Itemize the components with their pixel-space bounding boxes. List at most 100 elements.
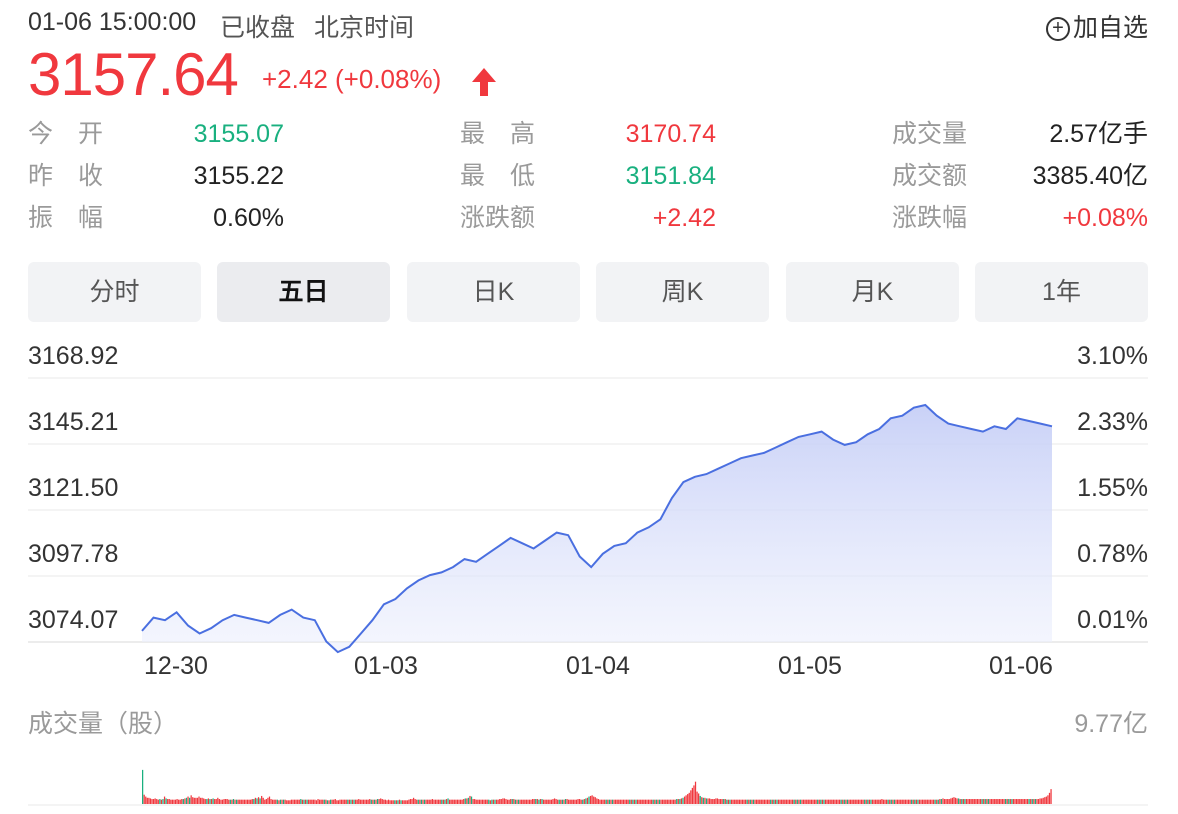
volume-bar <box>527 799 529 804</box>
volume-bar <box>870 799 872 804</box>
volume-bar <box>215 799 217 804</box>
stat-label: 最 高 <box>460 120 536 148</box>
volume-bar <box>405 800 407 804</box>
volume-bar <box>535 799 537 804</box>
volume-bar <box>903 799 905 804</box>
volume-bar <box>212 798 214 804</box>
volume-bar <box>860 799 863 804</box>
volume-bar <box>824 799 827 804</box>
volume-bar <box>278 800 280 804</box>
volume-bar <box>835 799 838 804</box>
volume-bar <box>555 799 557 804</box>
volume-bar <box>577 799 579 804</box>
volume-bar <box>361 799 363 804</box>
volume-bar <box>196 797 199 804</box>
volume-bar <box>954 797 957 804</box>
volume-bar <box>564 799 567 804</box>
volume-bar <box>998 799 1000 804</box>
volume-bar <box>530 799 532 804</box>
volume-bar <box>708 798 711 804</box>
volume-bar <box>738 799 740 804</box>
volume-bar <box>925 799 927 804</box>
y-tick-right: 1.55% <box>1077 474 1148 502</box>
volume-bar <box>1050 789 1052 804</box>
volume-bar <box>442 799 444 804</box>
volume-bar <box>757 799 759 804</box>
y-tick-left: 3074.07 <box>28 606 119 634</box>
volume-bar <box>181 799 183 804</box>
volume-bar <box>1008 799 1010 804</box>
volume-bar <box>1047 795 1049 804</box>
volume-bar <box>940 799 943 804</box>
volume-bar <box>1009 799 1011 804</box>
volume-bar <box>411 799 413 804</box>
volume-bar <box>380 798 382 804</box>
volume-bar <box>838 799 841 804</box>
volume-bar <box>522 799 524 804</box>
volume-bar <box>370 799 372 804</box>
volume-bar <box>755 799 758 804</box>
volume-bar <box>1037 799 1040 804</box>
volume-bar <box>621 799 623 804</box>
volume-bar <box>846 799 849 804</box>
stat-label: 昨 收 <box>28 162 104 190</box>
tab-4[interactable]: 周K <box>596 262 769 322</box>
timestamp: 01-06 15:00:00 <box>28 8 197 36</box>
volume-bar <box>904 799 907 804</box>
volume-bar <box>950 798 952 804</box>
volume-bar <box>810 799 813 804</box>
volume-bar <box>611 799 614 804</box>
x-tick-label: 01-03 <box>354 652 418 680</box>
volume-bar <box>270 799 272 804</box>
volume-bar <box>651 799 653 804</box>
volume-bar <box>763 799 766 804</box>
volume-bar <box>143 794 145 804</box>
volume-bar <box>1022 799 1024 804</box>
volume-bar <box>688 792 690 804</box>
volume-bar <box>820 799 822 804</box>
volume-bar <box>627 799 629 804</box>
volume-bar <box>204 799 206 804</box>
volume-bar <box>464 798 466 804</box>
volume-bar <box>867 799 869 804</box>
stat-label: 涨跌额 <box>460 204 536 232</box>
tab-2[interactable]: 五日 <box>217 262 390 322</box>
volume-bar <box>589 795 592 804</box>
stat-label: 成交额 <box>892 162 968 190</box>
volume-bar <box>915 799 917 804</box>
volume-bar <box>510 799 512 804</box>
volume-bar <box>546 799 548 804</box>
volume-bar <box>660 799 662 804</box>
volume-bar <box>154 798 156 804</box>
volume-bar <box>994 799 996 804</box>
volume-bar <box>552 799 554 804</box>
volume-bar <box>967 799 969 804</box>
volume-bar <box>773 799 775 804</box>
volume-bar <box>751 799 753 804</box>
volume-bar <box>229 799 231 804</box>
volume-bar <box>419 799 421 804</box>
volume-bar <box>402 800 404 804</box>
volume-bar <box>225 799 227 804</box>
volume-bar <box>826 799 828 804</box>
tab-1[interactable]: 分时 <box>28 262 201 322</box>
volume-bar <box>519 799 521 804</box>
volume-bar <box>309 799 311 804</box>
volume-bar <box>768 799 770 804</box>
volume-bar <box>1041 798 1043 804</box>
volume-bar <box>492 799 495 804</box>
tab-5[interactable]: 月K <box>786 262 959 322</box>
volume-bar <box>766 799 769 804</box>
add-to-watchlist-button[interactable]: + 加自选 <box>1045 8 1148 44</box>
volume-bar <box>1039 798 1041 804</box>
volume-bar <box>968 799 971 804</box>
tab-6[interactable]: 1年 <box>975 262 1148 322</box>
volume-bar <box>1042 797 1044 804</box>
volume-bar <box>485 799 487 804</box>
volume-bar <box>716 798 719 804</box>
tab-3[interactable]: 日K <box>407 262 580 322</box>
volume-bar <box>560 799 562 804</box>
volume-bar <box>430 799 432 804</box>
volume-bar <box>896 799 899 804</box>
volume-bar <box>257 797 260 804</box>
